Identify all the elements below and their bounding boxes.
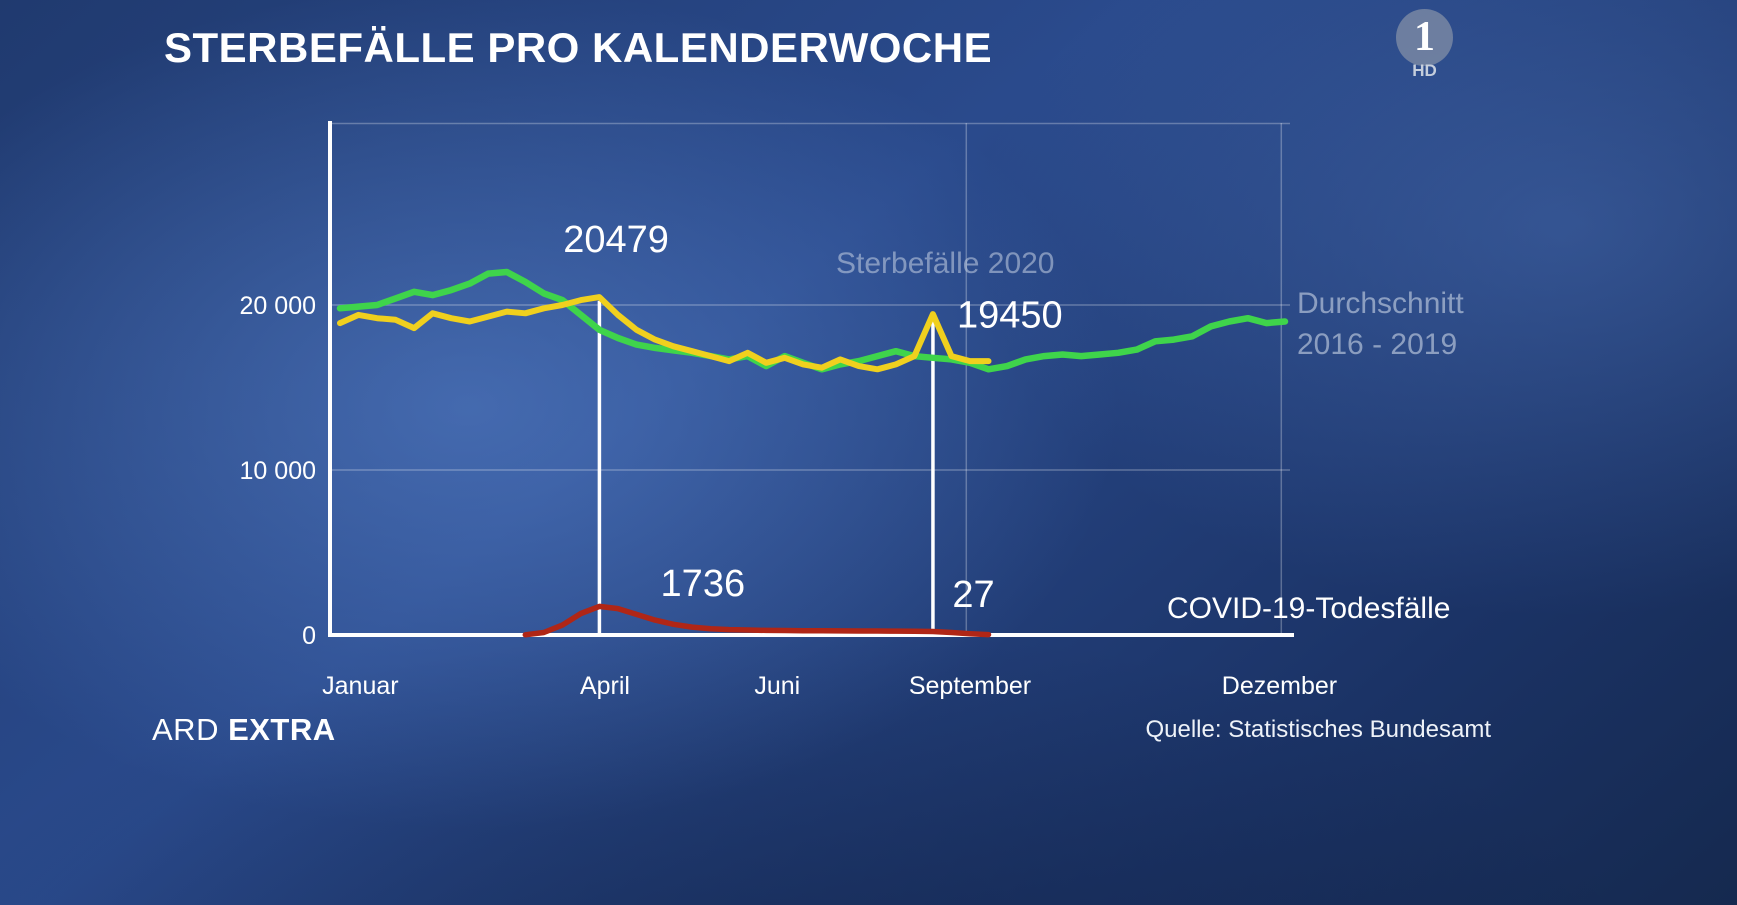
series-line — [337, 294, 992, 373]
chart-title: STERBEFÄLLE PRO KALENDERWOCHE — [164, 24, 993, 71]
legend-durchschnitt-line2: 2016 - 2019 — [1297, 328, 1458, 361]
x-tick-label: Januar — [322, 672, 398, 700]
value-label: 1736 — [661, 563, 746, 605]
brand-ard: ARD — [152, 712, 219, 747]
x-tick-label: April — [580, 672, 630, 700]
hd-badge: HD — [1412, 61, 1437, 80]
legend-durchschnitt-line1: Durchschnitt — [1297, 287, 1464, 320]
series-line — [522, 603, 992, 638]
source-credit: Quelle: Statistisches Bundesamt — [1145, 716, 1491, 743]
value-label: 20479 — [563, 219, 669, 261]
y-tick-label: 20 000 — [240, 292, 316, 320]
legend-durchschnitt: Durchschnitt 2016 - 2019 — [1297, 283, 1464, 365]
brand-extra: EXTRA — [228, 712, 336, 747]
value-label: 27 — [952, 574, 994, 616]
ard-extra-brand: ARD EXTRA — [152, 712, 336, 748]
ard-logo: 1 — [1396, 9, 1453, 66]
x-tick-label: September — [909, 672, 1031, 700]
y-tick-label: 10 000 — [240, 457, 316, 485]
legend-covid: COVID-19-Todesfälle — [1167, 592, 1451, 625]
ard-logo-one-icon: 1 — [1414, 13, 1435, 60]
x-tick-label: Dezember — [1222, 672, 1337, 700]
x-tick-label: Juni — [754, 672, 800, 700]
value-label: 19450 — [957, 294, 1063, 336]
y-tick-label: 0 — [302, 622, 316, 650]
legend-sterbefaelle-2020: Sterbefälle 2020 — [836, 247, 1055, 280]
